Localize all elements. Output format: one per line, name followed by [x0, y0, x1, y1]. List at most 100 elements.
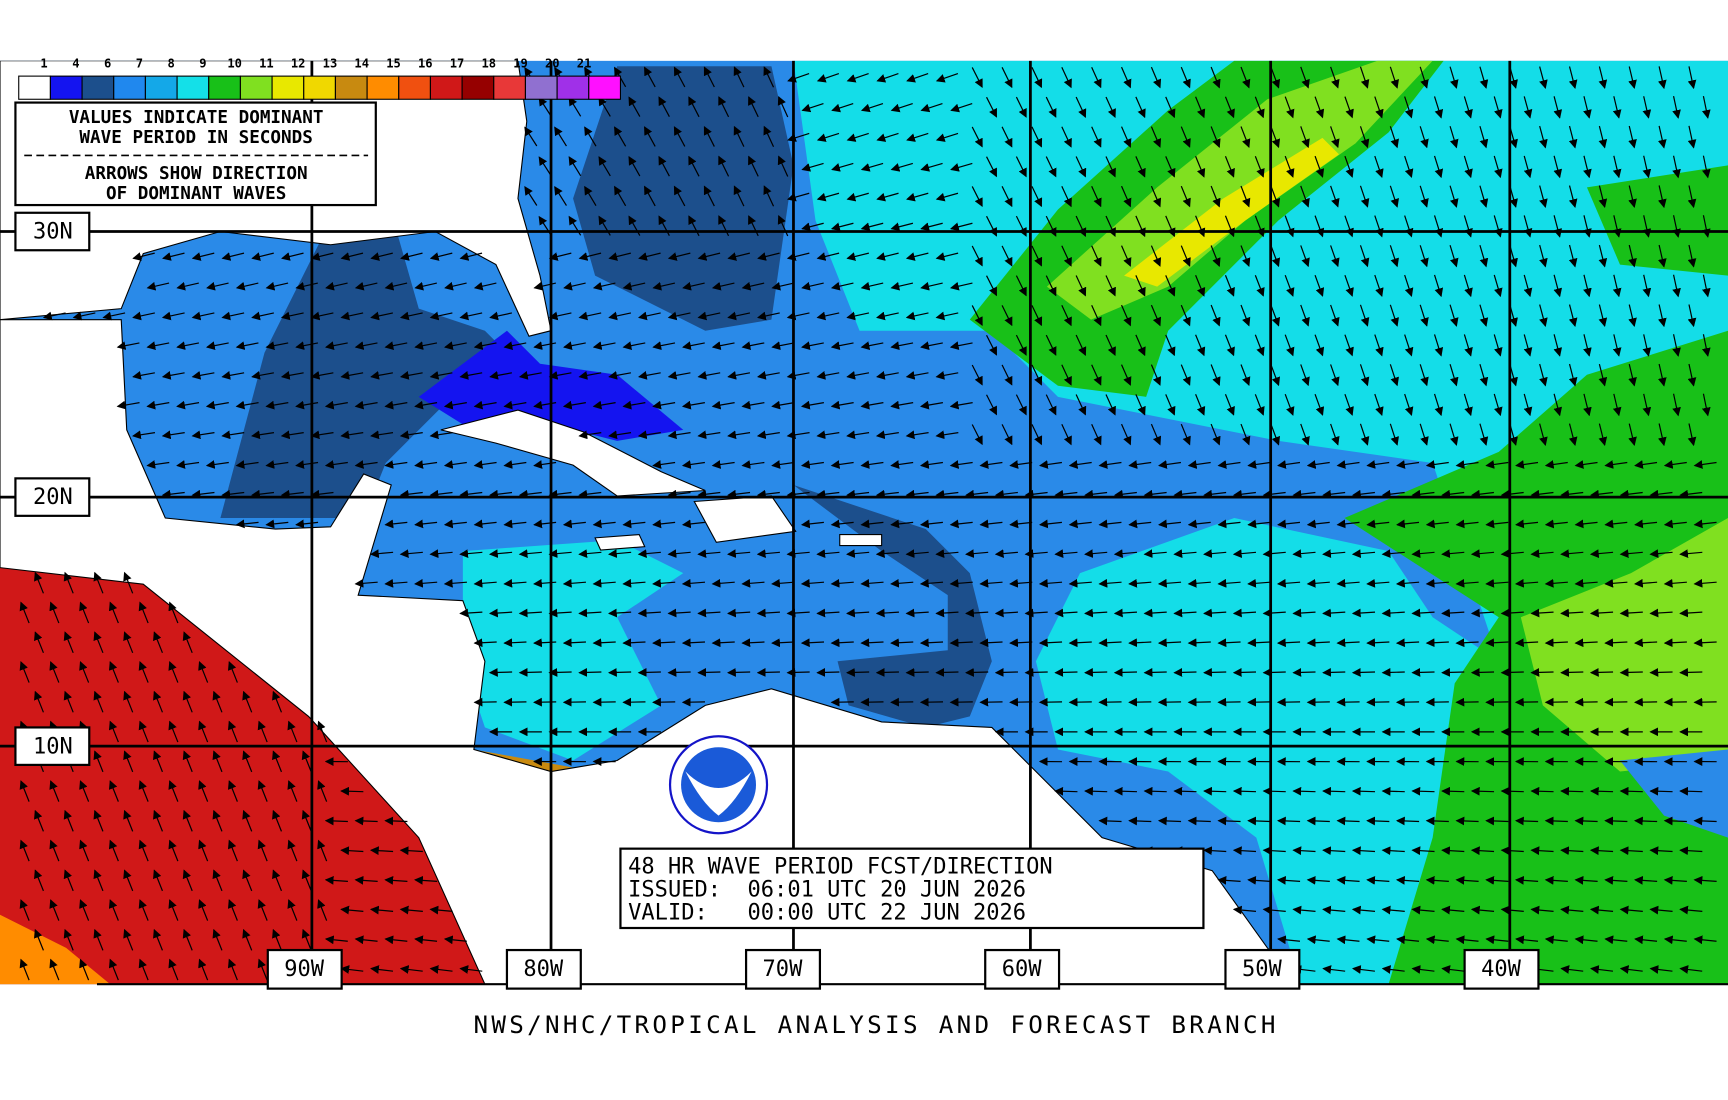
arrow	[592, 341, 616, 350]
arrow	[816, 668, 840, 677]
arrow	[191, 311, 215, 321]
arrow	[905, 430, 929, 440]
arrow	[102, 311, 126, 321]
arrow	[221, 489, 245, 499]
lat-label: 30N	[33, 220, 73, 245]
arrow	[548, 311, 572, 321]
arrow	[965, 668, 989, 677]
arrow	[875, 549, 899, 558]
arrow	[800, 578, 825, 588]
arrow	[1560, 549, 1584, 558]
arrow	[1113, 786, 1137, 796]
arrow	[1470, 786, 1495, 796]
arrow	[637, 549, 661, 558]
arrow	[1619, 608, 1643, 618]
arrow	[971, 67, 983, 89]
arrow	[116, 400, 140, 410]
arrow	[1015, 334, 1027, 356]
arrow	[1120, 364, 1132, 386]
arrow	[1479, 185, 1489, 208]
arrow	[1232, 549, 1257, 558]
arrow	[787, 192, 810, 202]
arrow	[905, 371, 929, 380]
arrow	[235, 400, 259, 410]
arrow	[1583, 215, 1592, 238]
arrow	[816, 252, 840, 261]
arrow	[1500, 786, 1524, 796]
arrow	[688, 96, 700, 118]
arrow	[354, 460, 378, 469]
arrow	[1598, 244, 1608, 268]
arrow	[1389, 185, 1399, 208]
arrow	[578, 371, 602, 380]
arrow	[876, 371, 899, 380]
arrow	[1396, 519, 1420, 529]
arrow	[400, 252, 423, 261]
arrow	[1449, 364, 1459, 387]
arrow	[652, 460, 676, 469]
arrow	[1344, 274, 1354, 297]
arrow	[592, 281, 616, 291]
arrow	[1404, 215, 1414, 238]
arrow	[846, 252, 869, 261]
arrow	[1574, 638, 1598, 648]
lon-label: 90W	[284, 957, 325, 982]
arrow	[1628, 363, 1637, 387]
arrow	[637, 668, 661, 677]
legend-swatch	[493, 75, 526, 100]
arrow	[1425, 578, 1449, 588]
arrow	[1589, 786, 1614, 796]
arrow	[986, 275, 998, 297]
arrow	[1284, 274, 1295, 297]
arrow	[399, 311, 423, 321]
legend-swatch	[49, 75, 83, 100]
arrow	[748, 96, 759, 118]
arrow	[1574, 578, 1598, 588]
arrow	[1105, 156, 1116, 178]
arrow	[265, 281, 289, 291]
arrow	[919, 519, 943, 529]
legend-swatch	[81, 75, 115, 100]
arrow	[1292, 668, 1316, 677]
arrow	[846, 371, 870, 380]
arrow	[1075, 334, 1087, 357]
arrow	[1479, 364, 1489, 387]
legend-label: 13	[323, 57, 338, 71]
arrow	[906, 132, 929, 142]
arrow	[786, 252, 810, 261]
arrow	[93, 571, 104, 594]
arrow	[1604, 638, 1628, 648]
arrow	[191, 371, 215, 380]
arrow	[846, 608, 870, 618]
arrow	[562, 400, 586, 410]
arrow	[1247, 519, 1271, 529]
arrow	[578, 608, 602, 618]
arrow	[1560, 786, 1584, 796]
arrow	[524, 126, 538, 147]
arrow	[554, 126, 567, 147]
arrow	[622, 400, 646, 410]
arrow	[1336, 638, 1360, 648]
arrow	[935, 371, 959, 380]
arrow	[72, 311, 96, 321]
arrow	[1553, 334, 1563, 357]
arrow	[1628, 304, 1637, 328]
arrow	[1479, 66, 1489, 89]
arrow	[598, 96, 611, 117]
arrow	[1374, 215, 1384, 238]
arrow	[1322, 489, 1346, 499]
legend-swatch	[176, 75, 210, 100]
arrow	[1061, 304, 1072, 327]
arrow	[786, 668, 810, 677]
arrow	[890, 400, 914, 410]
arrow	[1568, 363, 1578, 387]
arrow	[1539, 423, 1548, 447]
arrow	[429, 489, 453, 499]
arrow	[682, 281, 705, 291]
arrow	[584, 126, 597, 147]
arrow	[971, 126, 983, 148]
arrow	[727, 252, 750, 261]
arrow	[1009, 460, 1033, 469]
arrow	[1270, 185, 1281, 208]
arrow	[711, 281, 735, 291]
